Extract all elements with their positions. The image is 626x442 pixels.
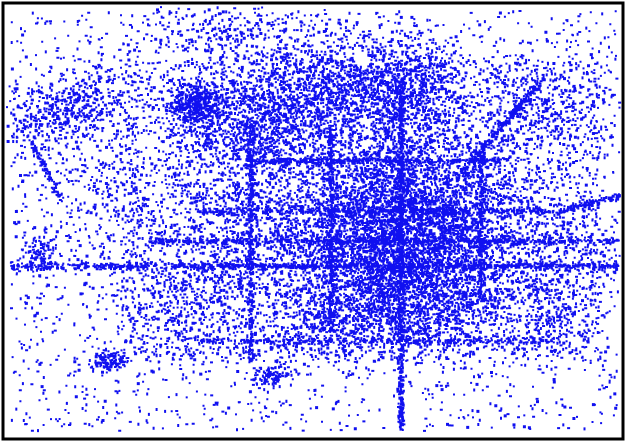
point-cloud	[6, 6, 622, 433]
point-layer	[6, 6, 622, 433]
